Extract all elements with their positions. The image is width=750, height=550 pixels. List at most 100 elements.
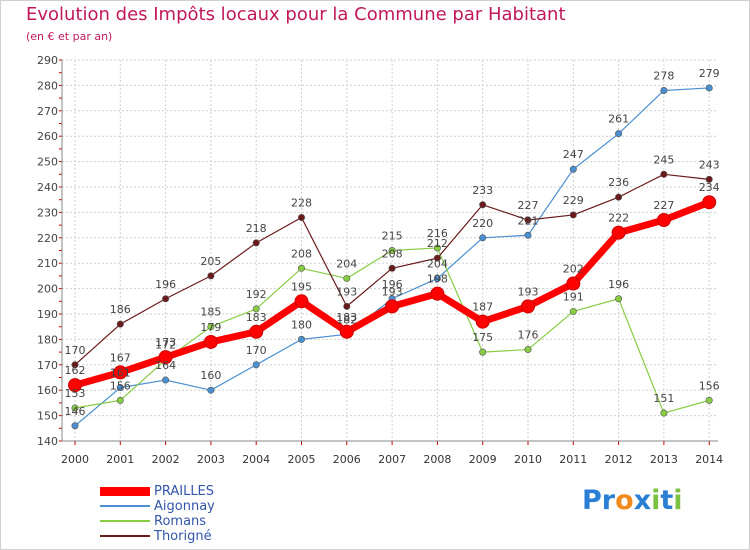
legend-label: Romans	[154, 514, 207, 529]
data-point	[705, 175, 713, 183]
logo-letter: r	[601, 485, 616, 516]
data-label: 245	[653, 153, 674, 166]
legend-swatch	[100, 535, 150, 537]
data-point	[68, 378, 82, 393]
chart-title: Evolution des Impôts locaux pour la Comm…	[26, 4, 566, 25]
y-tick-label: 280	[37, 79, 58, 92]
x-tick-label: 2009	[469, 453, 497, 466]
legend-label: Thorigné	[154, 529, 212, 544]
data-point	[297, 264, 305, 272]
data-point	[433, 274, 441, 282]
data-label: 192	[246, 288, 267, 301]
data-label: 236	[608, 176, 629, 189]
data-label: 170	[65, 344, 86, 357]
data-point	[71, 404, 79, 412]
data-label: 229	[563, 194, 584, 207]
data-label: 146	[65, 405, 86, 418]
data-point	[207, 272, 215, 280]
data-point	[252, 361, 260, 369]
y-tick-label: 170	[37, 359, 58, 372]
legend-swatch	[100, 505, 150, 507]
data-point	[343, 302, 351, 310]
data-point	[343, 274, 351, 282]
data-label: 215	[382, 230, 403, 243]
data-label: 173	[155, 336, 176, 349]
x-tick-label: 2012	[605, 453, 633, 466]
data-point	[611, 225, 626, 240]
y-tick-label: 200	[37, 283, 58, 296]
data-label: 170	[246, 344, 267, 357]
data-label: 167	[110, 351, 131, 364]
data-point	[569, 165, 577, 173]
x-tick-label: 2000	[61, 453, 89, 466]
x-tick-label: 2003	[197, 453, 225, 466]
data-label: 183	[246, 311, 267, 324]
data-label: 208	[291, 247, 312, 260]
data-label: 195	[291, 280, 312, 293]
logo-letter: P	[582, 485, 602, 516]
x-tick-label: 2004	[242, 453, 270, 466]
x-tick-label: 2006	[333, 453, 361, 466]
data-point	[203, 334, 218, 349]
y-tick-label: 180	[37, 333, 58, 346]
data-point	[433, 244, 441, 252]
x-tick-label: 2007	[378, 453, 406, 466]
chart-subtitle: (en € et par an)	[26, 30, 113, 43]
data-label: 191	[563, 290, 584, 303]
data-label: 204	[427, 257, 448, 270]
logo-letter: i	[651, 485, 661, 516]
y-tick-label: 240	[37, 181, 58, 194]
data-label: 196	[155, 278, 176, 291]
data-point	[566, 276, 581, 291]
data-point	[297, 213, 305, 221]
data-point	[158, 350, 173, 365]
data-label: 182	[336, 313, 357, 326]
data-point	[116, 396, 124, 404]
data-point	[479, 201, 487, 209]
data-label: 175	[472, 331, 493, 344]
logo-letter: i	[673, 485, 683, 516]
data-label: 187	[472, 301, 493, 314]
data-label: 261	[608, 113, 629, 126]
data-label: 247	[563, 148, 584, 161]
legend-label: Aigonnay	[154, 499, 215, 514]
x-tick-label: 2010	[514, 453, 542, 466]
legend-swatch	[100, 520, 150, 522]
data-point	[207, 323, 215, 331]
data-point	[569, 211, 577, 219]
x-tick-label: 2008	[423, 453, 451, 466]
data-label: 153	[65, 387, 86, 400]
data-point	[339, 324, 354, 339]
y-tick-label: 210	[37, 257, 58, 270]
data-label: 204	[336, 257, 357, 270]
data-label: 205	[200, 255, 221, 268]
data-label: 156	[699, 379, 720, 392]
data-point	[524, 216, 532, 224]
data-point	[71, 361, 79, 369]
data-point	[479, 348, 487, 356]
data-point	[660, 86, 668, 94]
data-label: 212	[427, 237, 448, 250]
y-tick-label: 290	[37, 54, 58, 67]
y-tick-label: 250	[37, 156, 58, 169]
data-point	[524, 231, 532, 239]
data-label: 243	[699, 158, 720, 171]
data-label: 193	[382, 285, 403, 298]
data-label: 164	[155, 359, 176, 372]
data-label: 193	[336, 285, 357, 298]
data-point	[162, 295, 170, 303]
data-point	[569, 307, 577, 315]
y-tick-label: 260	[37, 130, 58, 143]
data-point	[702, 195, 717, 210]
x-tick-label: 2013	[650, 453, 678, 466]
data-label: 218	[246, 222, 267, 235]
data-label: 234	[699, 181, 720, 194]
data-point	[71, 422, 79, 430]
data-point	[705, 84, 713, 92]
data-label: 196	[382, 278, 403, 291]
logo-letter: t	[660, 485, 674, 516]
data-label: 193	[518, 285, 539, 298]
x-tick-label: 2011	[559, 453, 587, 466]
data-label: 221	[518, 214, 539, 227]
data-point	[433, 254, 441, 262]
